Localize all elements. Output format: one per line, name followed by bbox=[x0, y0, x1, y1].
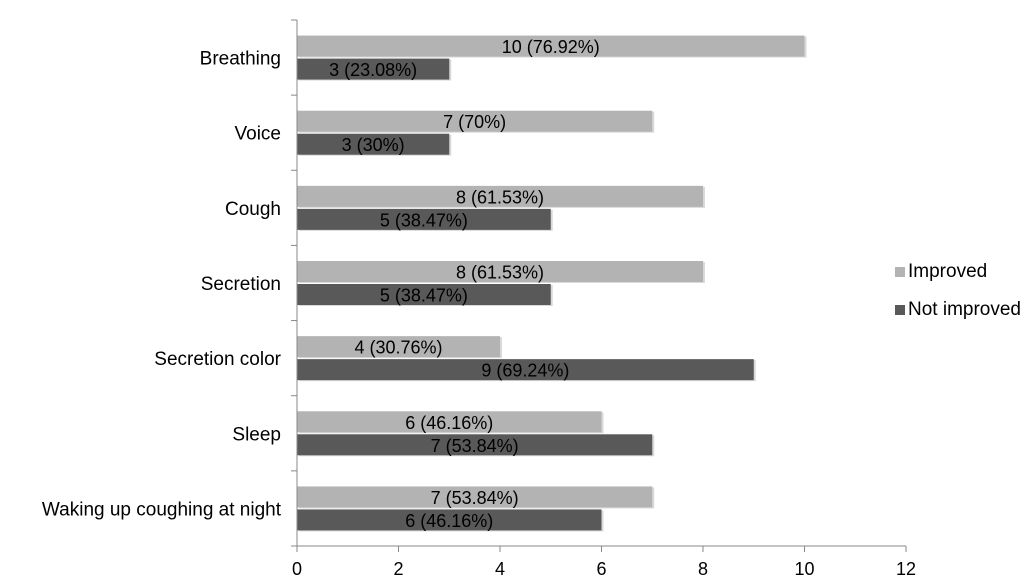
bar-improved bbox=[297, 35, 805, 57]
bar-not-improved bbox=[297, 434, 653, 456]
bars-group bbox=[297, 35, 807, 532]
data-label: 8 (61.53%) bbox=[456, 187, 544, 207]
data-label: 5 (38.47%) bbox=[380, 286, 468, 306]
data-label: 7 (53.84%) bbox=[431, 488, 519, 508]
bar-improved bbox=[297, 336, 500, 358]
legend-label: Improved bbox=[908, 261, 987, 282]
category-label: Secretion bbox=[201, 274, 281, 295]
x-tick-label: 12 bbox=[896, 559, 916, 579]
category-label: Sleep bbox=[232, 424, 281, 445]
legend-label: Not improved bbox=[908, 299, 1021, 320]
bar-improved bbox=[297, 261, 703, 282]
x-tick-label: 2 bbox=[393, 559, 403, 579]
data-label: 6 (46.16%) bbox=[405, 413, 493, 433]
x-tick-label: 4 bbox=[495, 559, 505, 579]
data-label: 3 (23.08%) bbox=[329, 60, 417, 80]
bar-improved bbox=[297, 110, 653, 132]
data-label: 6 (46.16%) bbox=[405, 511, 493, 531]
bar-improved bbox=[297, 486, 653, 508]
bar-improved bbox=[297, 411, 602, 433]
data-label: 4 (30.76%) bbox=[354, 338, 442, 358]
x-tick-label: 6 bbox=[596, 559, 606, 579]
data-label: 9 (69.24%) bbox=[481, 361, 569, 381]
category-labels-group: Breathing Voice Cough Secretion Secretion co… bbox=[42, 49, 282, 521]
x-tick-label: 0 bbox=[292, 559, 302, 579]
data-labels-group: 10 (76.92%) 3 (23.08%) 7 (70%) 3 (30%) 8 (61… bbox=[329, 37, 600, 531]
axes-group bbox=[291, 19, 907, 552]
bar-not-improved bbox=[297, 284, 551, 305]
bar-not-improved bbox=[297, 133, 450, 155]
category-label: Cough bbox=[225, 199, 281, 220]
data-label: 7 (70%) bbox=[443, 112, 506, 132]
bar-improved bbox=[297, 185, 703, 207]
data-label: 3 (30%) bbox=[342, 135, 405, 155]
x-tick-label: 8 bbox=[698, 559, 708, 579]
bar-not-improved bbox=[297, 359, 754, 381]
legend: Improved Not improved bbox=[895, 261, 1021, 320]
bar-not-improved bbox=[297, 509, 602, 531]
data-label: 8 (61.53%) bbox=[456, 263, 544, 283]
data-label: 5 (38.47%) bbox=[380, 210, 468, 230]
category-label: Voice bbox=[235, 124, 281, 145]
data-label: 10 (76.92%) bbox=[502, 37, 600, 57]
category-label: Waking up coughing at night bbox=[42, 499, 282, 520]
tick-labels-group: 0 2 4 6 8 10 12 bbox=[292, 559, 916, 579]
bar-not-improved bbox=[297, 58, 450, 80]
bar-not-improved bbox=[297, 208, 551, 230]
category-label: Secretion color bbox=[154, 349, 281, 370]
x-tick-label: 10 bbox=[794, 559, 814, 579]
legend-swatch-improved bbox=[895, 267, 905, 277]
legend-swatch-not-improved bbox=[895, 305, 905, 315]
data-label: 7 (53.84%) bbox=[431, 436, 519, 456]
category-label: Breathing bbox=[200, 49, 281, 70]
